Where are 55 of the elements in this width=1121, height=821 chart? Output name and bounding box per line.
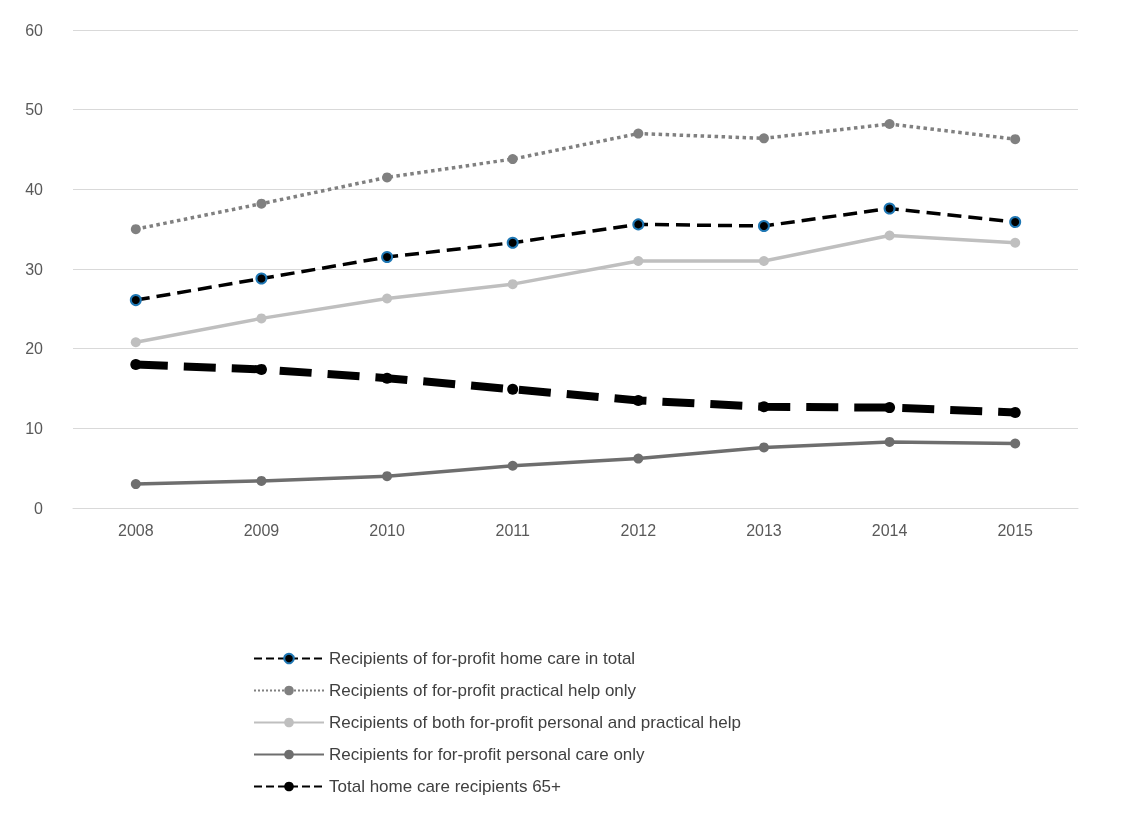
point — [381, 251, 394, 264]
point — [506, 236, 519, 249]
point — [256, 475, 267, 486]
point — [1010, 237, 1021, 248]
x-tick-label: 2013 — [746, 521, 782, 539]
point — [507, 279, 518, 290]
x-tick-label: 2015 — [997, 521, 1034, 539]
point — [757, 219, 770, 232]
point — [382, 471, 393, 482]
x-tick-label: 2008 — [118, 521, 154, 539]
point — [382, 293, 393, 304]
point — [1009, 216, 1022, 228]
point — [633, 256, 644, 267]
point — [130, 479, 141, 490]
x-tick-label: 2012 — [620, 521, 657, 539]
point — [884, 230, 895, 241]
point — [758, 442, 769, 453]
y-tick-label: 60 — [25, 21, 44, 39]
point — [883, 202, 896, 215]
legend-label: Recipients of both for-profit personal and practical help — [329, 713, 742, 732]
point — [758, 256, 769, 267]
point — [256, 198, 267, 209]
y-tick-label: 30 — [25, 260, 44, 278]
point — [1010, 134, 1021, 145]
y-tick-label: 0 — [34, 499, 44, 517]
y-tick-label: 40 — [25, 180, 44, 198]
x-tick-label: 2011 — [495, 521, 530, 539]
y-tick-label: 20 — [25, 340, 44, 358]
point — [130, 224, 141, 235]
point — [129, 294, 142, 307]
point — [633, 453, 644, 464]
point — [255, 272, 268, 285]
legend-label: Recipients of for-profit home care in total — [329, 649, 636, 668]
point — [256, 313, 267, 324]
point — [130, 337, 141, 348]
point — [758, 133, 769, 144]
y-tick-label: 50 — [25, 101, 44, 119]
point — [381, 372, 393, 384]
point — [507, 154, 518, 165]
x-tick-label: 2014 — [871, 521, 908, 539]
point — [632, 218, 645, 231]
y-tick-label: 10 — [25, 419, 44, 437]
point — [1010, 438, 1021, 449]
x-tick-label: 2010 — [369, 521, 405, 539]
point — [382, 172, 393, 183]
point — [507, 383, 519, 395]
point — [884, 402, 896, 414]
legend-label: Recipients for for-profit personal care only — [329, 745, 646, 764]
legend-label: Recipients of for-profit practical help only — [329, 681, 637, 700]
legend-label: Total home care recipients 65+ — [329, 777, 562, 796]
x-tick-label: 2009 — [243, 521, 280, 539]
point — [633, 128, 644, 139]
point — [507, 460, 518, 471]
point — [884, 119, 895, 129]
point — [884, 436, 895, 447]
